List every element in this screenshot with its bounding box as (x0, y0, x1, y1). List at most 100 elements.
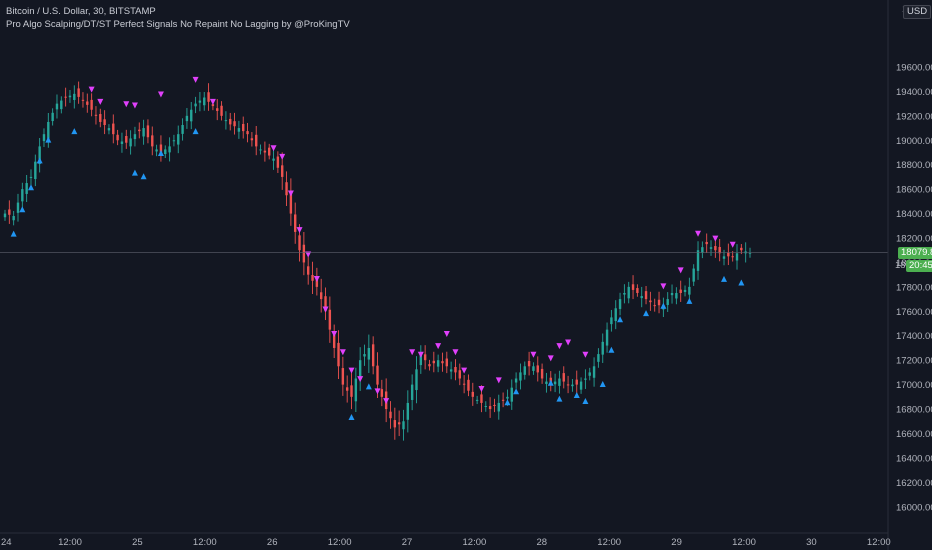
price-tick-label: 16000.00 (896, 502, 932, 513)
candle-body (731, 256, 734, 258)
candle-body (3, 213, 7, 218)
candle-body (410, 384, 414, 400)
candle-body (306, 266, 310, 275)
candle-body (666, 299, 669, 305)
candle-body (146, 125, 150, 138)
candle-body (29, 176, 33, 178)
candle-body (584, 378, 587, 380)
candle-body (480, 394, 483, 403)
sell-signal-triangle (305, 251, 312, 258)
candle-body (696, 250, 700, 271)
candle-body (614, 308, 617, 322)
candle-body (190, 109, 193, 122)
candle-body (566, 384, 570, 386)
candle-body (649, 300, 652, 303)
candle-body (523, 366, 526, 375)
candle-body (714, 246, 717, 251)
candle-body (298, 235, 301, 251)
candle-body (155, 149, 158, 152)
sell-signal-triangle (452, 349, 459, 356)
candle-body (94, 114, 98, 116)
price-tick-label: 19600.00 (896, 62, 932, 73)
candle-body (181, 125, 184, 134)
time-tick-label: 12:00 (867, 537, 891, 548)
candle-body (354, 378, 358, 402)
sell-signal-triangle (279, 153, 286, 160)
candle-body (709, 247, 713, 249)
price-tick-label: 16600.00 (896, 429, 932, 440)
candle-body (627, 286, 630, 299)
candle-body (449, 369, 453, 372)
sell-signal-triangle (660, 283, 667, 290)
last-price-badge: 18079.86 (898, 246, 932, 259)
candle-body (107, 128, 111, 131)
candle-body (657, 299, 661, 306)
candle-body (224, 120, 228, 122)
sell-signal-triangle (88, 86, 95, 93)
candle-body (86, 101, 89, 105)
currency-button[interactable]: USD (903, 5, 932, 19)
buy-signal-triangle (617, 316, 624, 323)
candle-body (211, 104, 215, 107)
candle-body (8, 209, 11, 215)
candle-body (484, 405, 487, 408)
buy-signal-triangle (547, 379, 554, 386)
sell-signal-triangle (157, 91, 164, 98)
candle-body (705, 241, 708, 245)
candle-body (21, 189, 24, 202)
time-tick-label: 12:00 (328, 537, 352, 548)
candle-body (259, 149, 262, 151)
sell-signal-triangle (565, 339, 572, 346)
sell-signal-triangle (313, 275, 320, 282)
candle-body (514, 378, 518, 383)
candle-body (558, 378, 561, 386)
sell-signal-triangle (131, 102, 138, 109)
buy-signal-triangle (599, 380, 606, 387)
candle-body (562, 373, 565, 382)
signals-layer (10, 76, 745, 420)
buy-signal-triangle (721, 275, 728, 282)
buy-signal-triangle (556, 395, 563, 402)
candle-body (458, 370, 461, 379)
candle-body (133, 134, 137, 140)
candle-body (536, 365, 539, 373)
candle-body (579, 381, 583, 390)
candle-body (138, 129, 141, 132)
candle-body (55, 103, 59, 110)
time-tick-label: 28 (537, 537, 548, 548)
candle-body (38, 146, 41, 165)
candle-body (177, 134, 180, 145)
sell-signal-triangle (435, 343, 442, 350)
sell-signal-triangle (530, 351, 537, 358)
candle-body (129, 138, 132, 147)
candle-body (237, 128, 241, 132)
time-axis[interactable]: 24 12:00 25 12:00 26 12:00 27 12:00 28 12:00 29 12:… (1, 537, 891, 548)
buy-signal-triangle (513, 388, 520, 395)
candle-body (683, 289, 687, 292)
candle-body (294, 214, 297, 232)
sell-signal-triangle (409, 349, 416, 356)
candle-body (198, 100, 202, 103)
candle-body (501, 399, 505, 401)
candle-body (688, 286, 691, 295)
sell-signal-triangle (695, 230, 702, 237)
candle-body (376, 365, 379, 385)
candle-body (597, 354, 600, 362)
sell-signal-triangle (348, 367, 355, 374)
candle-body (34, 161, 37, 180)
time-tick-label: 25 (132, 537, 143, 548)
candle-body (553, 381, 557, 385)
time-tick-label: 26 (267, 537, 278, 548)
candle-body (324, 296, 327, 312)
price-tick-label: 17000.00 (896, 380, 932, 391)
buy-signal-triangle (504, 399, 511, 406)
buy-signal-triangle (582, 398, 589, 405)
time-tick-label: 27 (402, 537, 413, 548)
candle-body (636, 288, 639, 293)
candle-body (242, 123, 245, 132)
buy-signal-triangle (660, 302, 667, 309)
buy-signal-triangle (10, 230, 17, 237)
candle-body (207, 92, 210, 102)
candle-body (367, 347, 371, 360)
